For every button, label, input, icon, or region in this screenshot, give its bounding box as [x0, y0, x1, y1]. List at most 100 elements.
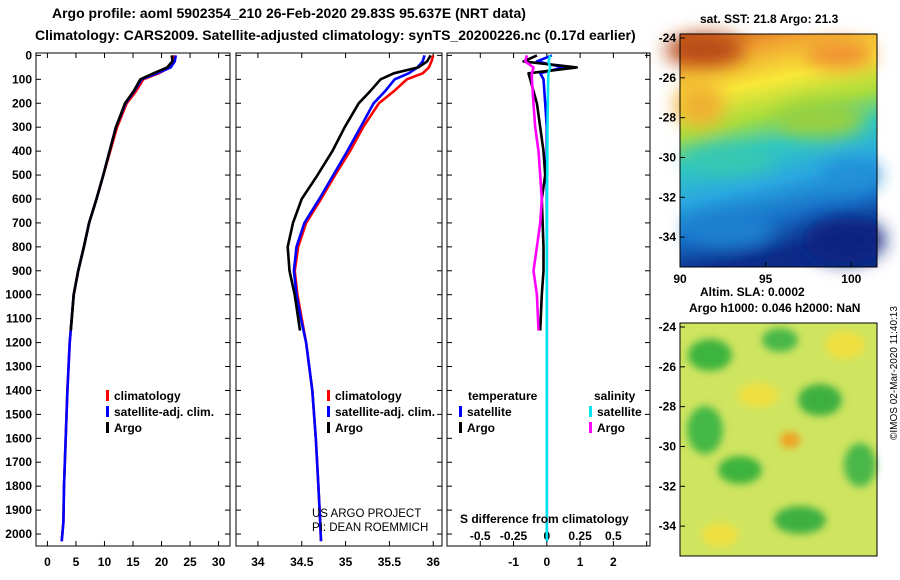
map-xtick-label: 100	[841, 272, 861, 286]
xtick-label: 35	[339, 555, 353, 569]
xtick-label: 34.5	[290, 555, 314, 569]
imos-credit: ©IMOS 02-Mar-2020 11:40:13	[889, 306, 900, 440]
ytick-label: 400	[12, 144, 32, 158]
map-ytick-label: -24	[659, 31, 677, 45]
sla-map-frame	[679, 322, 878, 557]
ytick-label: 1000	[5, 288, 32, 302]
diff-legend: temperature salinity satellite Argo sate…	[459, 389, 642, 526]
sst-blob	[820, 159, 880, 191]
sla-blob	[825, 331, 865, 359]
legend-label-satellite: satellite-adj. clim.	[114, 405, 214, 419]
ytick-label: 1200	[5, 336, 32, 350]
map-ytick-label: -34	[659, 230, 677, 244]
legend-swatch-argo	[327, 422, 330, 433]
figure-title: Argo profile: aoml 5902354_210 26-Feb-20…	[52, 5, 526, 21]
sst-map-ticks: -24 -26 -28 -30 -32 -34 90 95 100	[659, 31, 862, 286]
legend-label-sal-argo: Argo	[597, 421, 625, 435]
xtick-label: 25	[183, 555, 197, 569]
xtick2-label: 0.5	[605, 529, 622, 543]
temp-legend: climatology satellite-adj. clim. Argo	[106, 389, 214, 435]
sla-blob	[798, 384, 842, 416]
map-ytick-label: -28	[659, 400, 677, 414]
sla-blob	[780, 432, 800, 448]
sla-map-subtitle: Argo h1000: 0.046 h2000: NaN	[689, 301, 861, 315]
legend-title-temperature: temperature	[468, 389, 538, 403]
xtick2-label: 0.25	[568, 529, 592, 543]
legend-swatch-temp-satellite	[459, 406, 462, 417]
map-ytick-label: -24	[659, 320, 677, 334]
xtick-label: 0	[44, 555, 51, 569]
series-line-argo	[286, 54, 432, 331]
ytick-label: 900	[12, 264, 32, 278]
legend-label-argo: Argo	[114, 421, 142, 435]
ytick-label: 1400	[5, 383, 32, 397]
sst-blob	[685, 212, 775, 248]
series-line-argo	[69, 55, 174, 331]
series-line-climatology	[293, 55, 435, 542]
sst-blob	[805, 41, 875, 69]
xtick2-label: -0.5	[470, 529, 491, 543]
series-line-climatology	[60, 55, 176, 542]
map-ytick-label: -28	[659, 111, 677, 125]
sal-axes-frame	[235, 52, 443, 547]
xtick-label: 10	[98, 555, 112, 569]
temp-series-lines	[60, 55, 178, 542]
sst-blob	[685, 146, 775, 174]
xtick-label: 15	[126, 555, 140, 569]
xtick-label: 35.5	[378, 555, 402, 569]
legend-swatch-sal-argo	[589, 422, 592, 433]
figure-subtitle: Climatology: CARS2009. Satellite-adjuste…	[35, 27, 636, 43]
ytick-label: 1700	[5, 455, 32, 469]
sla-blob	[738, 383, 778, 407]
ytick-label: 500	[12, 168, 32, 182]
map-xtick-label: 90	[673, 272, 687, 286]
sst-blob	[805, 218, 885, 262]
project-note: US ARGO PROJECT PI: DEAN ROEMMICH	[312, 508, 428, 534]
sla-blob	[687, 406, 723, 454]
map-xtick-label: 95	[759, 272, 773, 286]
diff-series-lines	[522, 54, 579, 542]
series-line-temperature-argo	[522, 54, 579, 331]
ytick-label: 1300	[5, 360, 32, 374]
sal-axis-ticks: 34 34.5 35 35.5 36	[236, 53, 442, 569]
ytick-label: 200	[12, 96, 32, 110]
xtick-label: 1	[577, 555, 584, 569]
sst-heatmap-blobs	[665, 34, 885, 262]
legend-label-sal-satellite: satellite	[597, 405, 642, 419]
xtick-label: 20	[155, 555, 169, 569]
diff-axes-frame	[446, 52, 651, 547]
legend-swatch-satellite	[327, 406, 330, 417]
legend-swatch-satellite	[106, 406, 109, 417]
ytick-label: 1600	[5, 431, 32, 445]
legend-label-temp-satellite: satellite	[467, 405, 512, 419]
ytick-label: 800	[12, 240, 32, 254]
ytick-label: 600	[12, 192, 32, 206]
temp-axis-ticks: 0100200300400500600700800900100011001200…	[5, 48, 230, 569]
legend-swatch-climatology	[327, 390, 330, 401]
ytick-label: 1800	[5, 479, 32, 493]
sst-blob	[665, 34, 745, 66]
ytick-label: 0	[25, 48, 32, 62]
sla-blob	[774, 506, 826, 534]
map-ytick-label: -34	[659, 519, 677, 533]
sla-heatmap-blobs	[687, 328, 876, 547]
sla-map: -24 -26 -28 -30 -32 -34	[659, 320, 878, 557]
legend-label-temp-argo: Argo	[467, 421, 495, 435]
legend-swatch-climatology	[106, 390, 109, 401]
map-ytick-label: -32	[659, 190, 677, 204]
ytick-label: 100	[12, 72, 32, 86]
sla-blob	[702, 523, 738, 547]
series-line-salinity-satellite	[545, 55, 552, 542]
sla-map-ticks: -24 -26 -28 -30 -32 -34	[659, 320, 685, 533]
map-ytick-label: -32	[659, 479, 677, 493]
sal-legend: climatology satellite-adj. clim. Argo	[327, 389, 435, 435]
legend-swatch-temp-argo	[459, 422, 462, 433]
xtick-label: 0	[543, 555, 550, 569]
legend-swatch-sal-satellite	[589, 406, 592, 417]
map-ytick-label: -26	[659, 360, 677, 374]
ytick-label: 300	[12, 120, 32, 134]
xtick-label: 34	[251, 555, 265, 569]
sst-map-title: sat. SST: 21.8 Argo: 21.3	[700, 12, 839, 26]
legend-label-satellite: satellite-adj. clim.	[335, 405, 435, 419]
ytick-label: 700	[12, 216, 32, 230]
